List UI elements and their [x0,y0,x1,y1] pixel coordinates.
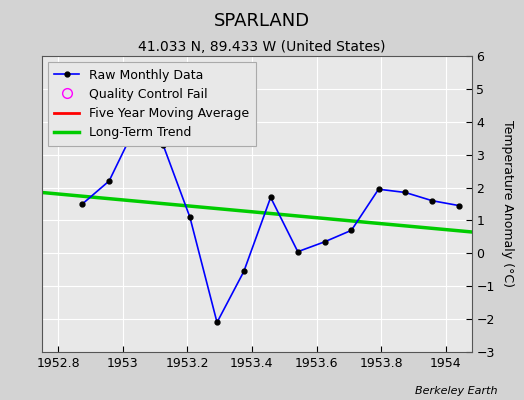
Raw Monthly Data [268,195,274,200]
Raw Monthly Data [348,228,355,233]
Raw Monthly Data [106,178,112,183]
Text: 41.033 N, 89.433 W (United States): 41.033 N, 89.433 W (United States) [138,40,386,54]
Raw Monthly Data [402,190,409,195]
Raw Monthly Data [294,249,301,254]
Raw Monthly Data [79,202,85,206]
Raw Monthly Data [429,198,435,203]
Raw Monthly Data [160,142,166,147]
Raw Monthly Data [321,240,328,244]
Legend: Raw Monthly Data, Quality Control Fail, Five Year Moving Average, Long-Term Tren: Raw Monthly Data, Quality Control Fail, … [48,62,256,146]
Text: Berkeley Earth: Berkeley Earth [416,386,498,396]
Text: SPARLAND: SPARLAND [214,12,310,30]
Raw Monthly Data [133,123,139,128]
Raw Monthly Data [187,215,193,220]
Line: Raw Monthly Data: Raw Monthly Data [80,123,462,325]
Raw Monthly Data [456,203,463,208]
Raw Monthly Data [214,320,220,325]
Y-axis label: Temperature Anomaly (°C): Temperature Anomaly (°C) [501,120,514,288]
Raw Monthly Data [375,187,381,192]
Raw Monthly Data [241,269,247,274]
